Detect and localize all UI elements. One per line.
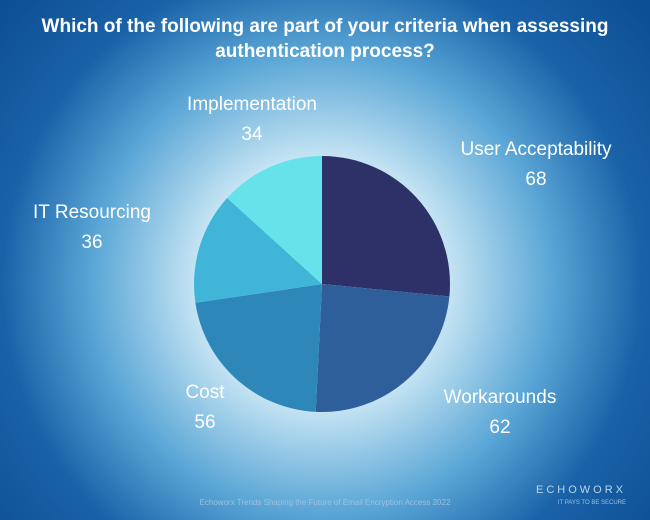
- pie-slice: [322, 156, 450, 297]
- slice-label: Workarounds: [444, 387, 557, 408]
- pie-slice: [315, 284, 450, 412]
- slice-value: 34: [241, 124, 263, 145]
- chart-title: Which of the following are part of your …: [41, 16, 609, 62]
- pie-slice: [227, 156, 322, 284]
- slice-value: 68: [525, 169, 546, 190]
- logo: ECHOWORX: [536, 484, 626, 496]
- slice-value: 56: [194, 412, 215, 433]
- slice-label: User Acceptability: [460, 139, 612, 160]
- source: Echoworx Trends Shaping the Future of Em…: [199, 498, 451, 507]
- slice-value: 62: [489, 417, 510, 438]
- slice-label: IT Resourcing: [33, 202, 151, 223]
- slice-label: Implementation: [187, 94, 317, 115]
- tagline: IT PAYS TO BE SECURE: [557, 500, 626, 506]
- pie-slice: [194, 198, 322, 303]
- pie-slice: [195, 284, 322, 412]
- slice-value: 36: [81, 232, 102, 253]
- slice-label: Cost: [185, 382, 225, 403]
